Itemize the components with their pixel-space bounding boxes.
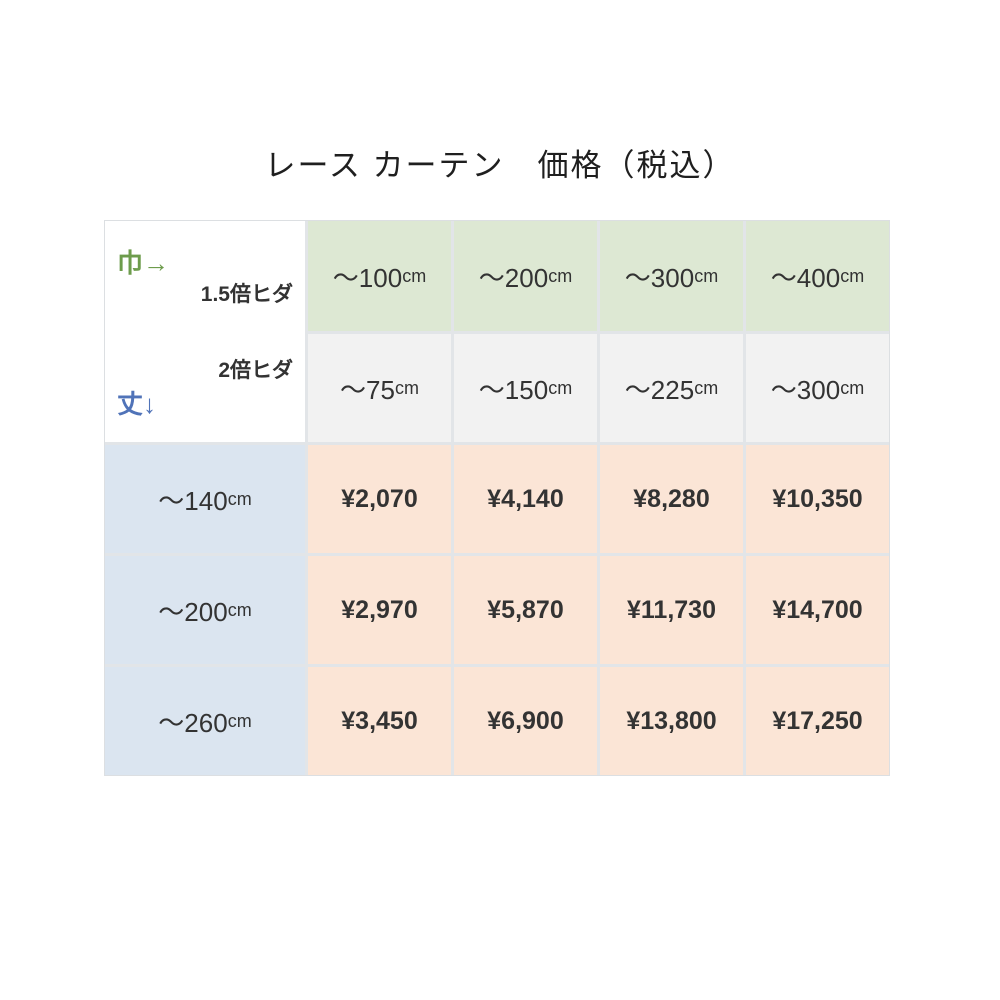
height-label-unit: cm bbox=[227, 599, 252, 620]
height-label-row3: ～260 cm bbox=[105, 667, 305, 775]
price-value: ¥2,970 bbox=[341, 595, 418, 624]
price-value: ¥3,450 bbox=[341, 706, 418, 735]
page-title: レース カーテン 価格（税込） bbox=[264, 148, 736, 183]
width-header-value: ～400 bbox=[770, 262, 841, 293]
price-value: ¥10,350 bbox=[772, 484, 863, 513]
width-header-2x-col4: ～300 cm bbox=[746, 334, 889, 442]
price-cell-r2c4: ¥14,700 bbox=[746, 556, 889, 664]
price-cell-r3c1: ¥3,450 bbox=[308, 667, 451, 775]
price-value: ¥17,250 bbox=[772, 706, 863, 735]
width-header-15-col1: ～100 cm bbox=[308, 221, 451, 331]
width-header-value: ～300 bbox=[770, 374, 841, 405]
width-header-unit: cm bbox=[402, 265, 427, 286]
height-label-unit: cm bbox=[227, 710, 252, 731]
height-label-row2: ～200 cm bbox=[105, 556, 305, 664]
width-header-unit: cm bbox=[548, 265, 573, 286]
width-header-unit: cm bbox=[694, 377, 719, 398]
price-value: ¥13,800 bbox=[626, 706, 717, 735]
width-header-value: ～150 bbox=[478, 374, 549, 405]
height-label-row1: ～140 cm bbox=[105, 445, 305, 553]
price-cell-r1c2: ¥4,140 bbox=[454, 445, 597, 553]
price-cell-r1c4: ¥10,350 bbox=[746, 445, 889, 553]
price-cell-r1c1: ¥2,070 bbox=[308, 445, 451, 553]
price-value: ¥11,730 bbox=[627, 595, 716, 624]
width-header-unit: cm bbox=[548, 377, 573, 398]
width-header-value: ～300 bbox=[624, 262, 695, 293]
price-cell-r2c3: ¥11,730 bbox=[600, 556, 743, 664]
price-value: ¥8,280 bbox=[633, 484, 710, 513]
width-header-value: ～75 bbox=[340, 374, 395, 405]
width-header-15-col4: ～400 cm bbox=[746, 221, 889, 331]
price-cell-r3c3: ¥13,800 bbox=[600, 667, 743, 775]
price-table: 巾→ 1.5倍ヒダ 2倍ヒダ 丈↓ ～100 cm ～200 cm ～300 cm ～… bbox=[104, 220, 890, 776]
width-axis-label: 巾→ bbox=[117, 248, 170, 278]
price-cell-r2c2: ¥5,870 bbox=[454, 556, 597, 664]
width-header-unit: cm bbox=[840, 265, 865, 286]
width-header-unit: cm bbox=[694, 265, 719, 286]
height-label-value: ～200 bbox=[158, 596, 228, 627]
price-cell-r2c1: ¥2,970 bbox=[308, 556, 451, 664]
height-axis-label: 丈↓ bbox=[117, 389, 157, 419]
width-header-value: ～200 bbox=[478, 262, 549, 293]
height-label-value: ～140 bbox=[158, 485, 228, 516]
width-header-unit: cm bbox=[840, 377, 865, 398]
price-cell-r3c2: ¥6,900 bbox=[454, 667, 597, 775]
price-cell-r1c3: ¥8,280 bbox=[600, 445, 743, 553]
price-value: ¥6,900 bbox=[487, 706, 564, 735]
price-value: ¥5,870 bbox=[487, 595, 564, 624]
width-header-2x-col1: ～75 cm bbox=[308, 334, 451, 442]
corner-cell: 巾→ 1.5倍ヒダ 2倍ヒダ 丈↓ bbox=[105, 221, 305, 442]
height-label-value: ～260 bbox=[158, 707, 228, 738]
width-header-value: ～225 bbox=[624, 374, 695, 405]
width-header-2x-col2: ～150 cm bbox=[454, 334, 597, 442]
width-header-2x-col3: ～225 cm bbox=[600, 334, 743, 442]
width-header-15-col2: ～200 cm bbox=[454, 221, 597, 331]
price-value: ¥2,070 bbox=[341, 484, 418, 513]
pleat-2x-label: 2倍ヒダ bbox=[218, 359, 293, 382]
price-value: ¥4,140 bbox=[487, 484, 564, 513]
height-label-unit: cm bbox=[227, 488, 252, 509]
width-header-15-col3: ～300 cm bbox=[600, 221, 743, 331]
width-header-unit: cm bbox=[394, 377, 419, 398]
width-header-value: ～100 bbox=[332, 262, 403, 293]
pleat-1-5x-label: 1.5倍ヒダ bbox=[200, 283, 293, 306]
price-value: ¥14,700 bbox=[772, 595, 863, 624]
price-cell-r3c4: ¥17,250 bbox=[746, 667, 889, 775]
